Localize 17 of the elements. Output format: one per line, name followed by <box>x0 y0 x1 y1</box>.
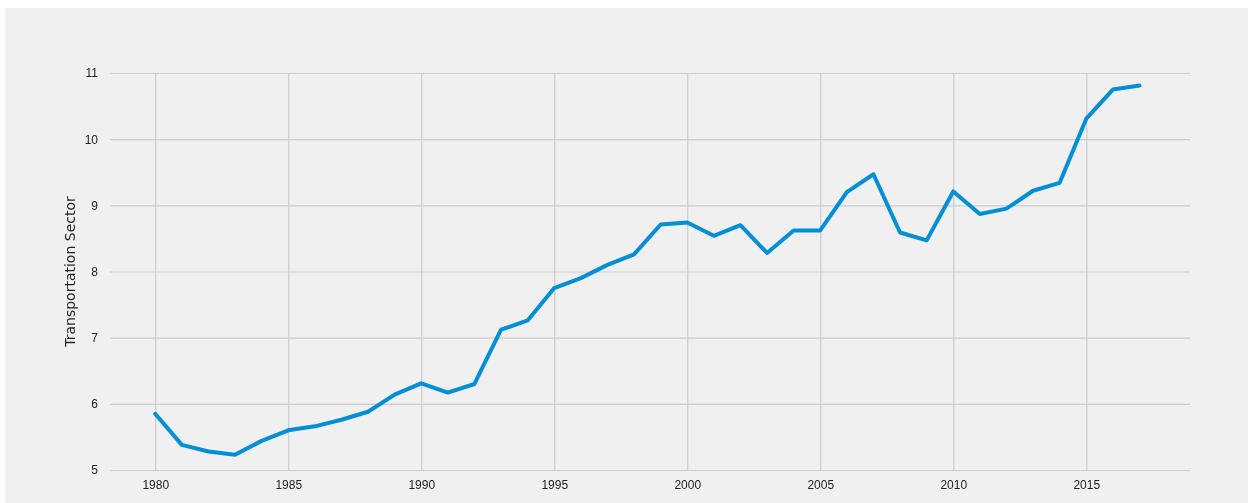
y-tick-label: 5 <box>91 463 99 478</box>
x-tick-label: 2010 <box>940 477 968 492</box>
y-tick-label: 9 <box>91 198 99 213</box>
x-tick-label: 2005 <box>807 477 835 492</box>
y-tick-label: 10 <box>84 132 99 147</box>
x-tick-label: 2000 <box>674 477 702 492</box>
x-tick-label: 1980 <box>142 477 170 492</box>
y-tick-label: 11 <box>85 66 99 81</box>
y-tick-label: 8 <box>91 264 99 279</box>
x-tick-label: 1990 <box>408 477 436 492</box>
y-tick-label: 6 <box>91 397 99 412</box>
x-tick-label: 1985 <box>275 477 303 492</box>
x-tick-label: 2015 <box>1073 477 1101 492</box>
line-series <box>153 83 1142 457</box>
y-tick-label: 7 <box>91 331 99 346</box>
x-tick-label: 1995 <box>541 477 569 492</box>
y-axis-title: Transportation Sector <box>62 195 78 348</box>
